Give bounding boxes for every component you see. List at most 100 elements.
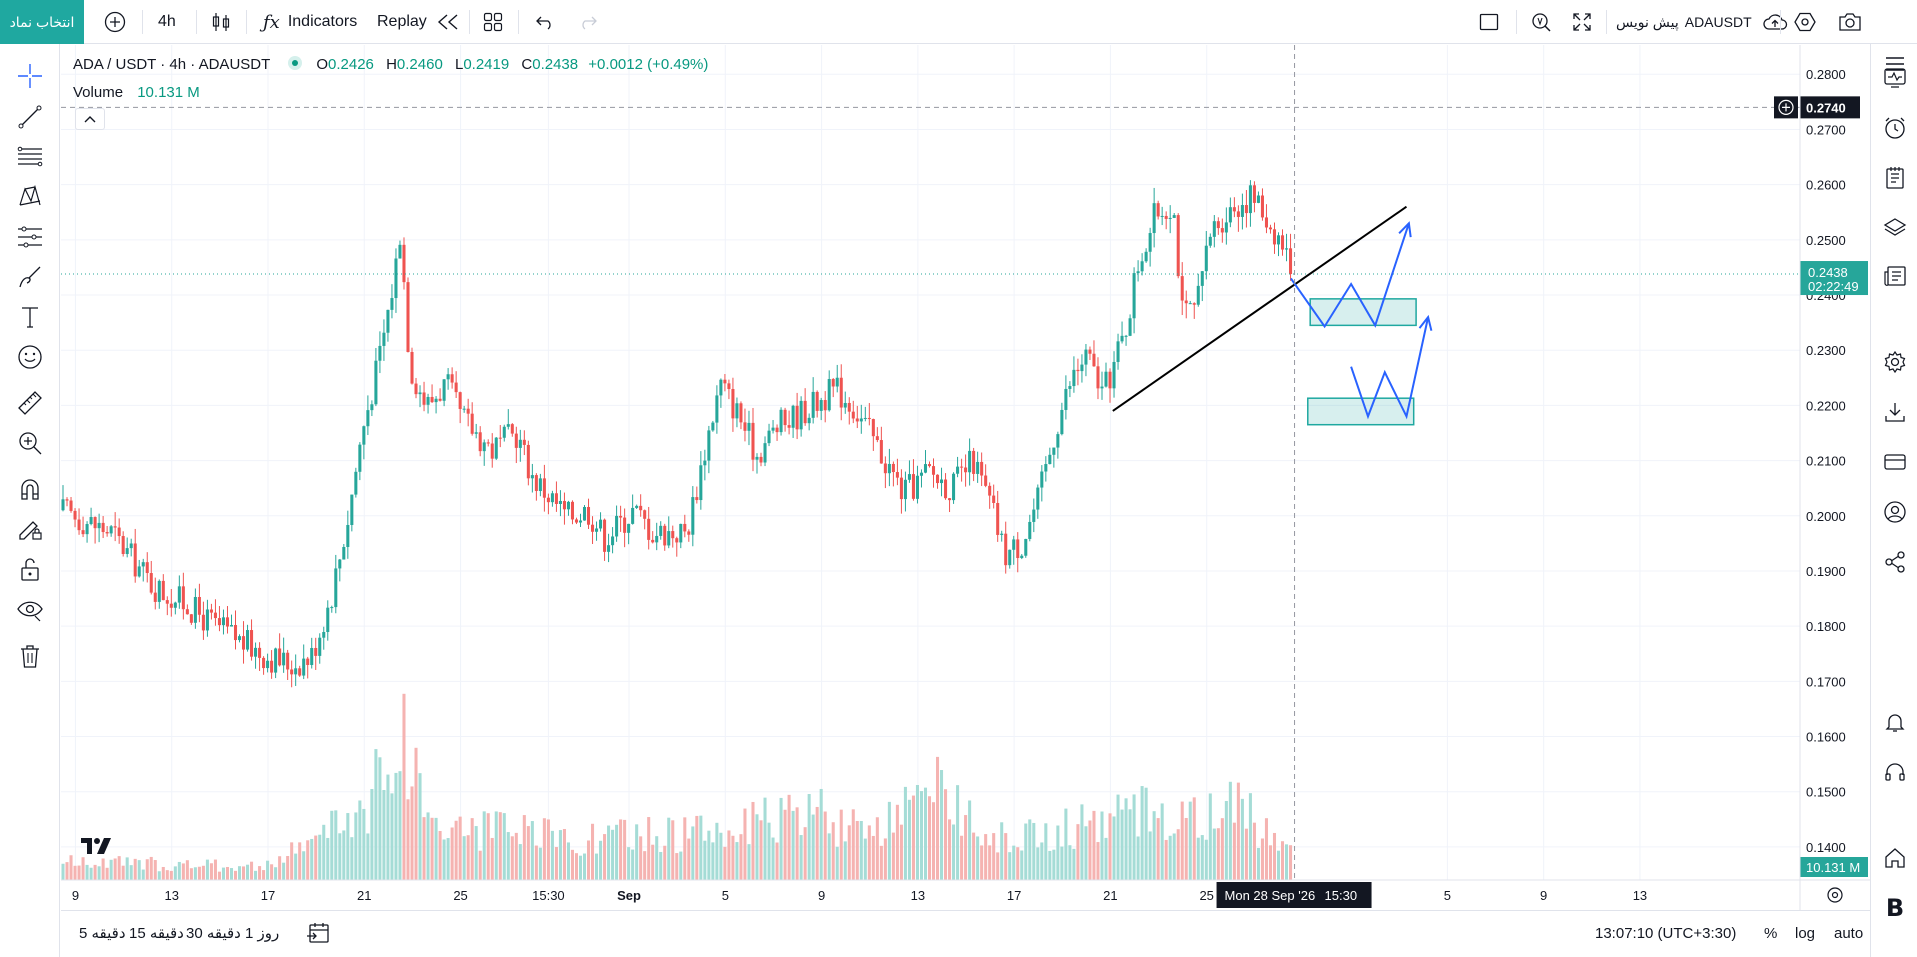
volume-bar bbox=[546, 819, 550, 880]
replay-button[interactable]: Replay bbox=[377, 0, 461, 44]
indicators-button[interactable]: ƒx Indicators bbox=[263, 0, 357, 44]
candle-body bbox=[1188, 303, 1192, 305]
volume-bar bbox=[1224, 800, 1228, 880]
lock-drawings-tool[interactable] bbox=[12, 551, 48, 587]
trading-panel-button[interactable] bbox=[1877, 444, 1913, 480]
auto-toggle[interactable]: auto bbox=[1834, 924, 1864, 942]
alerts-clock-button[interactable] bbox=[1877, 110, 1913, 146]
axis-settings-button[interactable] bbox=[1827, 887, 1843, 903]
volume-bar bbox=[254, 870, 258, 880]
candle-body bbox=[1068, 386, 1072, 389]
volume-bar bbox=[855, 820, 859, 880]
price-tick-label: 0.1500 bbox=[1806, 785, 1846, 800]
hide-drawings-tool[interactable] bbox=[12, 591, 48, 627]
candle-body bbox=[1268, 227, 1273, 230]
candle-body bbox=[262, 657, 266, 669]
price-tick-label: 0.2800 bbox=[1806, 67, 1846, 82]
candle-body bbox=[984, 475, 988, 486]
text-tool[interactable] bbox=[12, 299, 48, 335]
time-tick-label: 9 bbox=[818, 888, 825, 903]
collapse-legend-button[interactable] bbox=[75, 108, 105, 130]
candle-body bbox=[819, 400, 823, 411]
volume-bar bbox=[462, 836, 466, 880]
object-tree-button[interactable] bbox=[1877, 210, 1913, 246]
zoom-tool[interactable] bbox=[12, 425, 48, 461]
support-button[interactable] bbox=[1877, 754, 1913, 790]
log-toggle[interactable]: log bbox=[1795, 924, 1816, 942]
crosshair-tool[interactable] bbox=[12, 58, 48, 94]
add-alert-button[interactable] bbox=[1774, 96, 1798, 119]
tradingview-logo[interactable] bbox=[78, 832, 114, 860]
volume-legend: Volume 10.131 M bbox=[73, 84, 200, 101]
forecast-path-upper[interactable] bbox=[1290, 222, 1410, 329]
save-layout-button[interactable]: پیش نویس ADAUSDT bbox=[1616, 0, 1788, 44]
data-window-button[interactable] bbox=[1877, 160, 1913, 196]
candle-body bbox=[763, 443, 767, 463]
eye-icon bbox=[16, 595, 44, 623]
layout-button[interactable] bbox=[482, 0, 504, 44]
screenshot-button[interactable] bbox=[1838, 0, 1862, 44]
chart-type-button[interactable] bbox=[208, 0, 234, 44]
news-button[interactable] bbox=[1877, 258, 1913, 294]
profile-button[interactable] bbox=[1877, 494, 1913, 530]
trend-line-tool[interactable] bbox=[12, 99, 48, 135]
volume-bar bbox=[956, 785, 960, 880]
range-15m[interactable]: 15 دقیقه bbox=[129, 925, 184, 942]
candle-body bbox=[1276, 235, 1281, 245]
symbol-search-button[interactable]: انتخاب نماد bbox=[0, 0, 84, 44]
pattern-tool[interactable] bbox=[12, 179, 48, 215]
fullscreen-toggle-button[interactable] bbox=[1477, 0, 1501, 44]
remove-drawings-tool[interactable] bbox=[12, 638, 48, 674]
range-5m[interactable]: 5 دقیقه bbox=[79, 925, 126, 942]
demand-zone-lower[interactable] bbox=[1307, 397, 1415, 426]
redo-button[interactable] bbox=[577, 0, 599, 44]
candle-body bbox=[795, 405, 799, 430]
quick-search-button[interactable] bbox=[1529, 0, 1553, 44]
notifications-button[interactable] bbox=[1877, 704, 1913, 740]
home-button[interactable] bbox=[1877, 840, 1913, 876]
volume-bar bbox=[109, 859, 113, 880]
volume-bar bbox=[1060, 846, 1064, 880]
candle-body bbox=[1244, 205, 1248, 214]
candle-body bbox=[935, 474, 940, 484]
range-30m[interactable]: 30 دقیقه bbox=[186, 925, 241, 942]
stay-in-drawing-tool[interactable] bbox=[12, 511, 48, 547]
timezone-clock[interactable]: 13:07:10 (UTC+3:30) bbox=[1595, 924, 1737, 942]
candle-body bbox=[607, 545, 611, 552]
broker-button[interactable]: B bbox=[1877, 890, 1913, 926]
add-symbol-button[interactable] bbox=[100, 0, 130, 44]
text-icon bbox=[16, 303, 44, 331]
expand-button[interactable] bbox=[1570, 0, 1594, 44]
menu-button[interactable] bbox=[1877, 46, 1913, 82]
share-button[interactable] bbox=[1877, 544, 1913, 580]
fib-tool[interactable] bbox=[12, 139, 48, 175]
trend-line[interactable] bbox=[1112, 205, 1408, 412]
measure-tool[interactable] bbox=[12, 385, 48, 421]
volume-bar bbox=[225, 866, 230, 880]
candle-body bbox=[1120, 335, 1124, 342]
time-axis[interactable]: 9 13 17 21 25 15:30 Sep 5 9 13 17 21 25 5 9 13 Mon 28 Se… bbox=[61, 45, 1870, 910]
candles bbox=[61, 180, 1800, 688]
undo-button[interactable] bbox=[534, 0, 556, 44]
interval-button[interactable]: 4h bbox=[158, 13, 176, 30]
candle-body bbox=[883, 463, 887, 474]
price-chart[interactable]: 0.28000.27000.26000.25000.24000.23000.22… bbox=[61, 45, 1870, 910]
settings-button[interactable] bbox=[1793, 0, 1817, 44]
magnet-tool[interactable] bbox=[12, 471, 48, 507]
percent-toggle[interactable]: % bbox=[1764, 924, 1778, 942]
price-axis[interactable]: 0.28000.27000.26000.25000.24000.23000.22… bbox=[1774, 45, 1870, 880]
volume-bar bbox=[374, 749, 378, 880]
time-tick-label: 21 bbox=[1103, 888, 1117, 903]
download-button[interactable] bbox=[1877, 394, 1913, 430]
candle-body bbox=[1289, 248, 1293, 275]
date-range-button[interactable] bbox=[305, 911, 333, 955]
chart-settings-button[interactable] bbox=[1877, 344, 1913, 380]
range-1d[interactable]: 1 روز bbox=[245, 925, 280, 942]
watchlist-button[interactable] bbox=[1877, 60, 1913, 96]
emoji-tool[interactable] bbox=[12, 339, 48, 375]
volume-bar bbox=[1048, 850, 1052, 880]
drawings[interactable] bbox=[1112, 205, 1433, 426]
forecast-tool[interactable] bbox=[12, 219, 48, 255]
brush-tool[interactable] bbox=[12, 259, 48, 295]
forecast-path-lower[interactable] bbox=[1350, 316, 1430, 420]
